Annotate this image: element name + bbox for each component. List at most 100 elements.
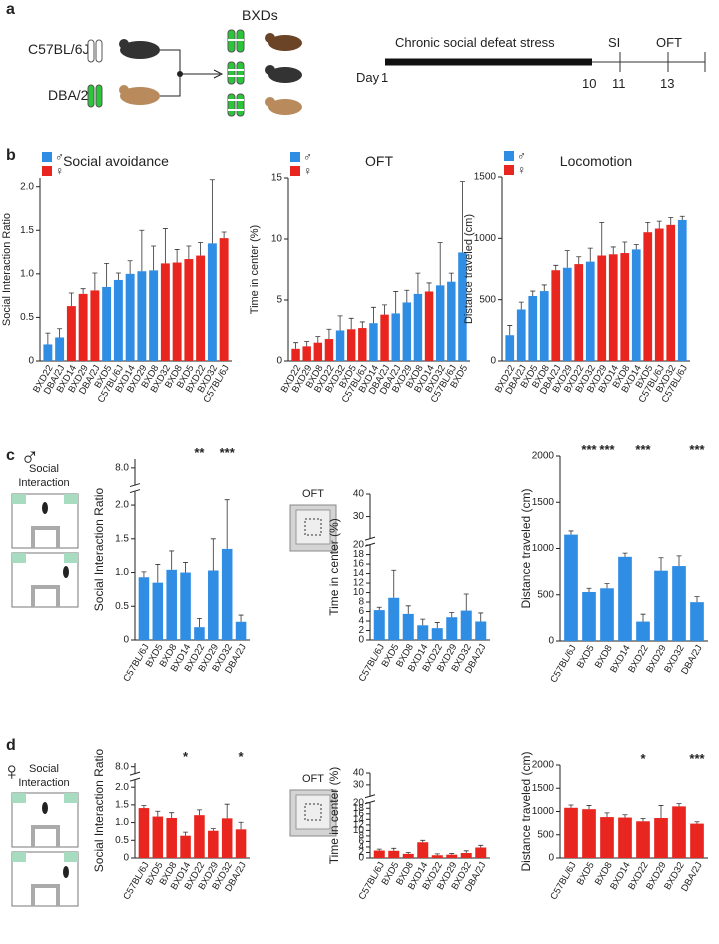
error-bar [391, 847, 397, 851]
schematic-label: Social [29, 463, 59, 475]
bar [424, 291, 434, 361]
error-bar [599, 221, 605, 256]
timeline-day: Day [356, 70, 380, 85]
bxd-icons [227, 29, 302, 117]
error-bar [576, 256, 582, 265]
bar [208, 570, 219, 640]
bar [221, 548, 233, 640]
significance: * [183, 749, 189, 764]
error-bar [92, 272, 98, 291]
panel-label: c [6, 447, 15, 464]
axis-break [129, 777, 141, 782]
y-tick-label: 2 [358, 625, 364, 636]
y-tick-label: 4 [358, 616, 364, 627]
axis-break [364, 794, 376, 799]
bar [505, 335, 515, 361]
error-bar [139, 229, 145, 272]
bar [417, 625, 429, 640]
bar [654, 818, 668, 858]
bar [672, 806, 686, 858]
offspring-label: BXDs [242, 7, 278, 23]
bar [475, 621, 487, 640]
error-bar [169, 550, 175, 570]
bar [235, 829, 247, 858]
error-bar [668, 217, 674, 225]
significance: *** [689, 442, 705, 457]
y-axis-label: Time in center (%) [327, 518, 341, 616]
y-tick-label: 30 [353, 511, 365, 522]
y-tick-label: 6 [358, 836, 364, 847]
error-bar [437, 242, 443, 286]
error-bar [568, 530, 574, 535]
error-bar [376, 606, 382, 611]
y-tick-label: 1500 [532, 783, 555, 794]
bar [690, 823, 704, 858]
y-tick-label: 40 [353, 768, 365, 779]
bar [152, 816, 164, 858]
error-bar [586, 805, 592, 810]
bar [446, 854, 458, 858]
error-bar [104, 263, 110, 287]
social-arena [11, 493, 79, 608]
panel-label: b [6, 147, 16, 164]
y-tick-label: 0 [490, 356, 496, 367]
error-bar [169, 812, 175, 818]
oft-arena [289, 789, 337, 837]
y-tick-label: 16 [353, 559, 365, 570]
bar [373, 850, 385, 858]
bar [539, 291, 549, 361]
y-tick-label: 14 [353, 568, 365, 579]
bar [620, 253, 630, 361]
error-bar [115, 272, 121, 280]
bar [597, 255, 607, 361]
error-bar [162, 228, 168, 264]
y-tick-label: 2.0 [115, 782, 129, 793]
error-bar [694, 821, 700, 824]
bar [302, 346, 311, 361]
sex-symbol: ♂ [20, 442, 40, 472]
schematic-label: Interaction [18, 477, 69, 489]
error-bar [420, 839, 426, 843]
error-bar [604, 583, 610, 589]
bar [291, 348, 300, 361]
error-bar [155, 564, 161, 583]
axis-break [366, 796, 374, 803]
bar [78, 293, 88, 361]
schematic-label: Interaction [18, 777, 69, 789]
error-bar [640, 818, 646, 822]
bar [138, 808, 150, 858]
bar [194, 627, 205, 640]
bar [564, 807, 578, 858]
error-bar [463, 593, 469, 611]
y-axis-label: Time in center (%) [249, 225, 261, 314]
error-bar [610, 246, 616, 255]
legend-swatch [290, 152, 300, 162]
bar [235, 621, 247, 640]
bar [446, 617, 458, 640]
error-bar [57, 328, 63, 338]
bar [313, 342, 323, 361]
bar [138, 577, 150, 640]
axis-break [131, 774, 139, 781]
y-tick-label: 16 [353, 808, 365, 819]
y-tick-label: 0 [548, 636, 554, 647]
bar [636, 621, 650, 641]
y-tick-label: 12 [353, 578, 365, 589]
panel-label: d [6, 737, 16, 754]
timeline-label: Chronic social defeat stress [395, 35, 555, 50]
y-axis-label: Social Interaction Ratio [92, 487, 106, 611]
error-bar [694, 596, 700, 603]
bar [402, 613, 414, 640]
error-bar [224, 499, 230, 549]
bar [207, 243, 217, 361]
bar [654, 570, 668, 641]
bar [636, 821, 650, 858]
error-bar [564, 250, 570, 268]
error-bar [183, 562, 189, 573]
legend-label: ♂ [55, 150, 64, 164]
bar [196, 255, 206, 361]
legend-label: ♂ [303, 150, 312, 164]
y-tick-label: 8 [358, 831, 364, 842]
y-tick-label: 0 [548, 853, 554, 864]
bar [166, 817, 177, 858]
